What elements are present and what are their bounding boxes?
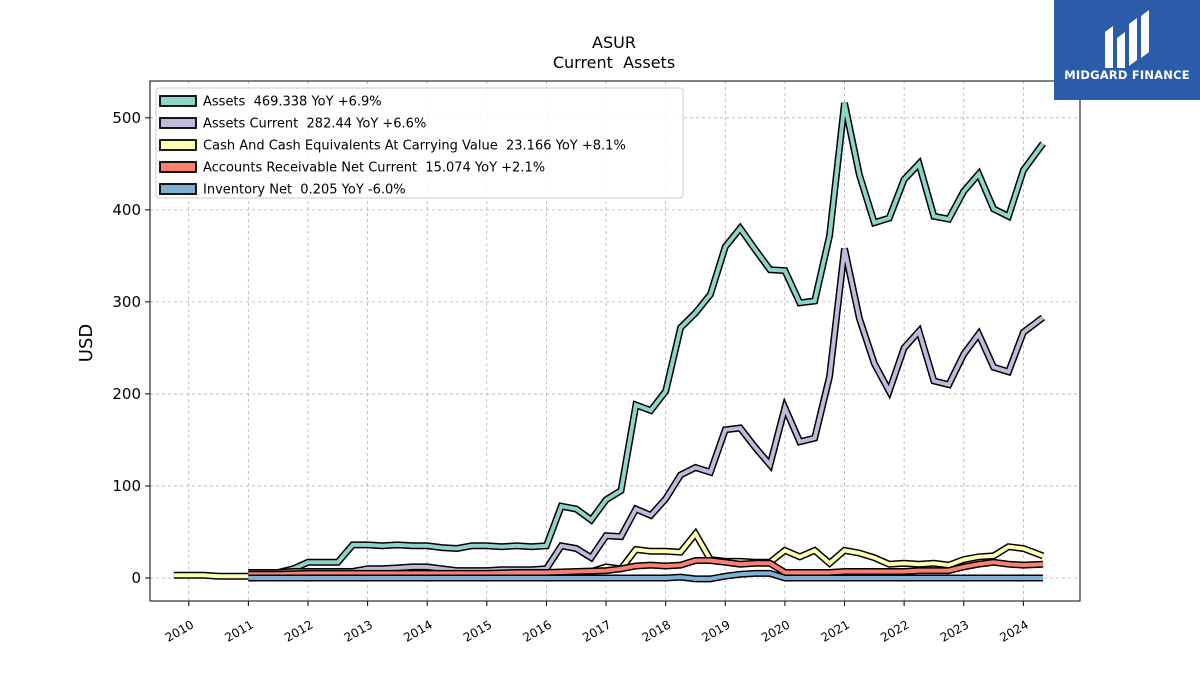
legend: Assets 469.338 YoY +6.9% Assets Current 2… [155,87,684,199]
legend-entry: Assets Current 282.44 YoY +6.6% [203,117,426,132]
brand-name: MIDGARD FINANCE [1064,68,1190,82]
brand-logo: MIDGARD FINANCE [1054,0,1200,100]
legend-swatch [159,161,197,173]
legend-swatch [159,117,197,129]
y-tick-label: 400 [112,201,141,219]
legend-entry: Accounts Receivable Net Current 15.074 Y… [203,161,545,176]
series-line [248,248,1045,575]
legend-entry: Assets 469.338 YoY +6.9% [203,95,382,110]
midgard-logo-icon [1105,10,1149,68]
plot-frame [149,80,1081,602]
series-assets [248,102,1046,577]
series-line [248,558,1044,577]
legend-entry: Cash And Cash Equivalents At Carrying Va… [203,139,626,154]
legend-swatch [159,183,197,195]
chart-subtitle: Current Assets [553,53,675,72]
legend-entry: Inventory Net 0.205 YoY -6.0% [203,183,406,198]
series-assets-current [248,247,1046,576]
y-tick-label: 500 [112,109,141,127]
legend-box [155,87,684,199]
series-line [248,571,1043,581]
series-accounts-receivable-net-current [248,557,1044,578]
series-line [248,102,1045,576]
series-inventory-net [248,569,1043,583]
y-tick-label: 300 [112,293,141,311]
y-tick-label: 0 [131,569,141,587]
y-tick-label: 100 [112,477,141,495]
legend-swatch [159,139,197,151]
series-lines [173,102,1046,583]
y-axis-label: USD [76,324,97,362]
chart-title: ASUR [592,33,636,52]
y-tick-label: 200 [112,385,141,403]
legend-swatch [159,95,197,107]
